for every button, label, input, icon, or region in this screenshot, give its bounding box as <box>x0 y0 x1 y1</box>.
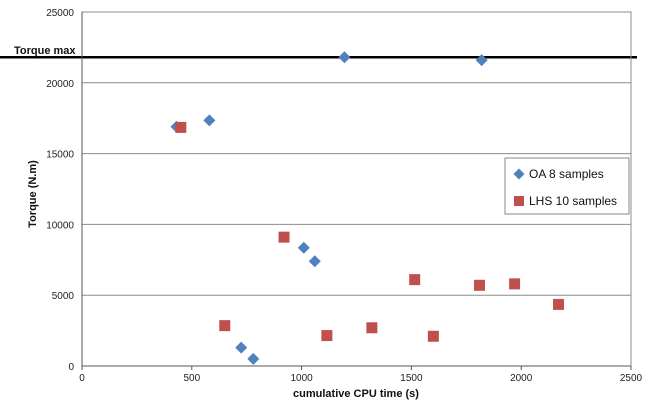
legend: OA 8 samples LHS 10 samples <box>504 157 630 215</box>
x-tick-1500: 1500 <box>400 373 423 384</box>
y-tick-5000: 5000 <box>52 291 75 302</box>
lhs-point-10 <box>553 298 565 310</box>
x-axis-label: cumulative CPU time (s) <box>293 388 419 400</box>
oa-point-7 <box>338 51 351 64</box>
gridlines <box>82 11 631 296</box>
lhs-point-4 <box>321 330 333 342</box>
y-axis-label: Torque (N.m) <box>27 160 39 228</box>
lhs-point-5 <box>366 322 378 334</box>
lhs-point-9 <box>509 278 521 290</box>
oa-point-3 <box>235 341 248 354</box>
y-tick-15000: 15000 <box>46 150 74 161</box>
oa-point-4 <box>247 352 260 365</box>
lhs-point-3 <box>278 231 290 243</box>
oa-point-2 <box>203 114 216 127</box>
lhs-point-8 <box>473 279 485 291</box>
y-tick-25000: 25000 <box>46 8 74 19</box>
lhs-point-6 <box>409 274 421 286</box>
x-tick-0: 0 <box>79 373 85 384</box>
lhs-point-7 <box>427 330 439 342</box>
legend-diamond-marker <box>513 168 525 180</box>
axes <box>81 11 632 367</box>
y-tick-20000: 20000 <box>46 79 74 90</box>
x-tick-labels: 0 500 1000 1500 2000 2500 <box>79 366 643 384</box>
legend-box <box>504 157 630 215</box>
x-tick-2000: 2000 <box>510 373 533 384</box>
y-tick-labels: 0 5000 10000 15000 20000 25000 <box>46 8 74 373</box>
lhs-point-1 <box>175 121 187 133</box>
oa-point-8 <box>475 54 488 67</box>
y-tick-0: 0 <box>68 362 74 373</box>
lhs-point-2 <box>219 320 231 332</box>
x-tick-2500: 2500 <box>620 373 643 384</box>
legend-label-oa: OA 8 samples <box>529 167 604 181</box>
legend-label-lhs: LHS 10 samples <box>529 194 617 208</box>
oa-point-6 <box>308 255 321 268</box>
x-tick-500: 500 <box>183 373 200 384</box>
oa-point-5 <box>297 241 310 254</box>
torque-max-label: Torque max <box>14 45 76 57</box>
data-points <box>170 51 565 365</box>
x-tick-1000: 1000 <box>290 373 313 384</box>
y-tick-10000: 10000 <box>46 220 74 231</box>
legend-square-marker <box>514 196 524 206</box>
